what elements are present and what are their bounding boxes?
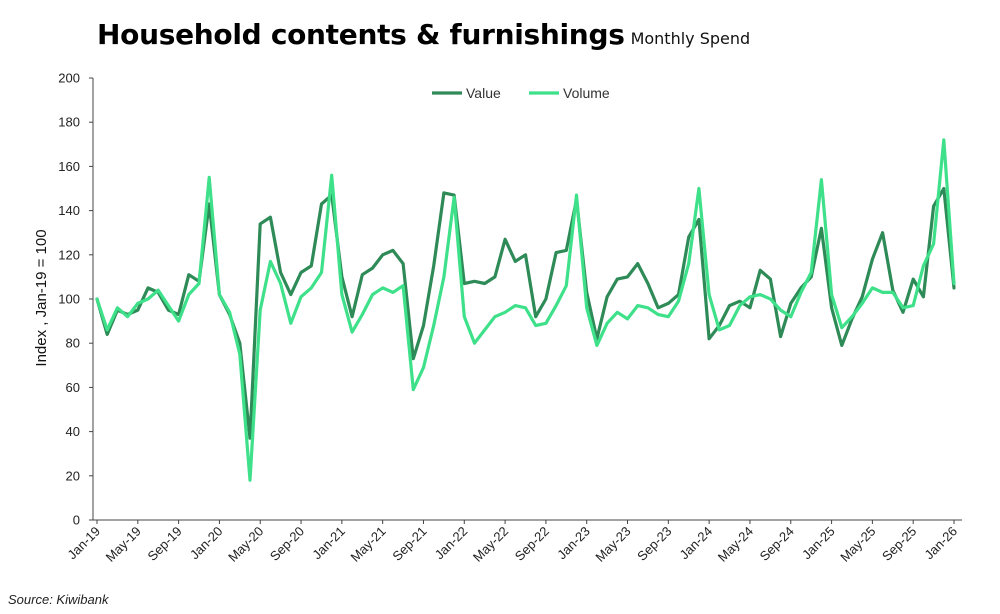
axes xyxy=(89,77,962,524)
title-subtitle: Monthly Spend xyxy=(630,29,751,48)
x-tick-label: Jan-23 xyxy=(554,524,593,563)
x-tick-label: Jan-21 xyxy=(309,524,348,563)
x-tick-label: Sep-25 xyxy=(879,524,919,564)
x-tick-label: Jan-24 xyxy=(677,524,716,563)
x-tick-label: Sep-19 xyxy=(144,524,184,564)
x-tick-label: May-23 xyxy=(592,524,633,565)
x-tick-label: Sep-21 xyxy=(389,524,429,564)
x-tick-label: May-20 xyxy=(225,524,266,565)
title-main: Household contents & furnishings xyxy=(97,18,625,51)
x-tick-label: Jan-19 xyxy=(64,524,103,563)
y-tick-label: 140 xyxy=(58,203,80,218)
source-note: Source: Kiwibank xyxy=(8,592,109,607)
x-tick-label: Sep-23 xyxy=(634,524,674,564)
x-tick-labels: Jan-19 May-19 Sep-19 Jan-20 May-20 Sep-20 Jan-… xyxy=(64,524,960,565)
y-tick-label: 0 xyxy=(73,513,80,528)
y-tick-label: 100 xyxy=(58,292,80,307)
y-axis-label: Index , Jan-19 = 100 xyxy=(33,229,50,366)
legend: Value Volume xyxy=(432,85,610,101)
x-tick-label: May-21 xyxy=(348,524,389,565)
series-line-volume xyxy=(95,138,956,482)
y-tick-label: 40 xyxy=(66,424,80,439)
x-tick-label: May-25 xyxy=(837,524,878,565)
y-tick-labels: 0 20 40 60 80 100 120 140 160 180 200 xyxy=(58,71,80,528)
x-tick-label: May-24 xyxy=(715,524,756,565)
y-tick-label: 200 xyxy=(58,71,80,86)
x-tick-label: Jan-20 xyxy=(187,524,226,563)
x-tick-label: Sep-24 xyxy=(757,524,797,564)
x-tick-label: Jan-25 xyxy=(799,524,838,563)
legend-label-volume: Volume xyxy=(563,85,610,101)
y-tick-label: 20 xyxy=(66,468,80,483)
legend-label-value: Value xyxy=(466,85,501,101)
x-tick-label: Jan-26 xyxy=(921,524,960,563)
y-tick-label: 160 xyxy=(58,159,80,174)
series-line-value xyxy=(95,186,956,440)
chart-title: Household contents & furnishings Monthly … xyxy=(97,18,750,51)
y-tick-label: 120 xyxy=(58,247,80,262)
x-tick-label: May-19 xyxy=(103,524,144,565)
x-tick-label: Sep-20 xyxy=(267,524,307,564)
y-tick-label: 180 xyxy=(58,115,80,130)
y-tick-label: 60 xyxy=(66,380,80,395)
x-tick-label: Sep-22 xyxy=(512,524,552,564)
series-lines xyxy=(95,138,956,482)
x-tick-label: May-22 xyxy=(470,524,511,565)
y-tick-label: 80 xyxy=(66,336,80,351)
x-tick-label: Jan-22 xyxy=(432,524,471,563)
